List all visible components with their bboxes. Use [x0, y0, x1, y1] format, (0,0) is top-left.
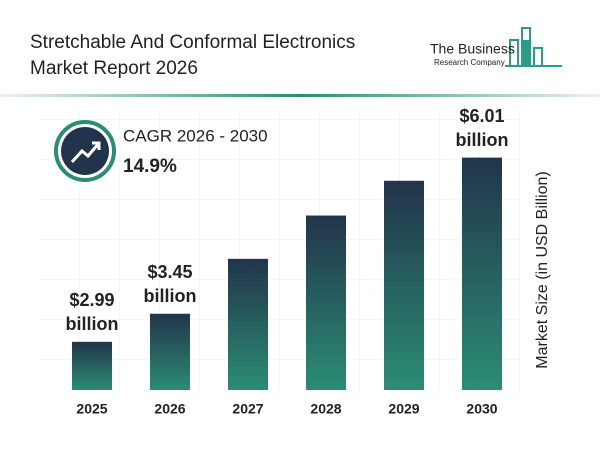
- brand-name: The Business: [430, 41, 515, 57]
- x-tick-label: 2028: [310, 401, 341, 417]
- y-axis-label: Market Size (in USD Billion): [534, 171, 551, 368]
- cagr-label: CAGR 2026 - 2030: [123, 126, 268, 145]
- bar: [462, 157, 502, 390]
- bar: [384, 180, 424, 390]
- logo: [505, 27, 562, 67]
- brand-tagline: Research Company: [434, 58, 505, 67]
- separator: [0, 94, 600, 97]
- bar: [150, 313, 190, 390]
- x-tick-label: 2026: [154, 401, 185, 417]
- chart-title: Stretchable And Conformal Electronics Ma…: [30, 32, 356, 79]
- x-tick-label: 2029: [388, 401, 419, 417]
- x-tick-label: 2025: [76, 401, 107, 417]
- trend-arrow: [70, 141, 101, 164]
- value-label: $2.99 billion: [65, 289, 119, 334]
- cagr-icon: [61, 127, 109, 175]
- value-label: $6.01 billion: [455, 105, 509, 150]
- bar: [228, 258, 268, 390]
- x-tick-label: 2030: [466, 401, 497, 417]
- background-grid: [40, 110, 520, 395]
- bar: [72, 341, 112, 390]
- x-tick-label: 2027: [232, 401, 263, 417]
- cagr-value: 14.9%: [123, 156, 177, 177]
- value-label: $3.45 billion: [143, 261, 197, 306]
- bar: [306, 215, 346, 390]
